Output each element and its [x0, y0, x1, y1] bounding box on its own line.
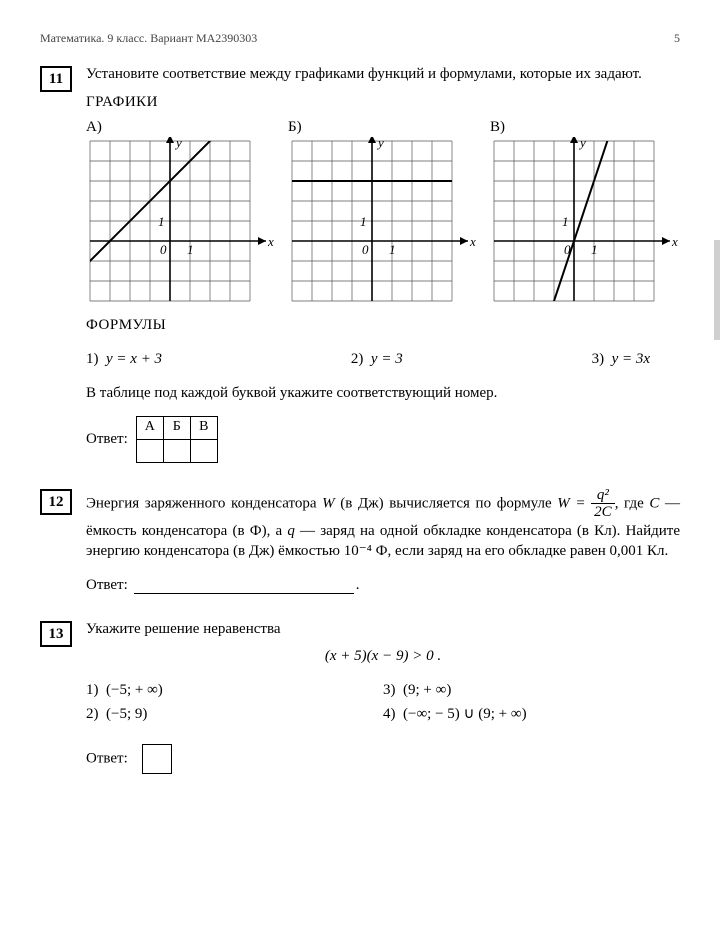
graph: А) 0 1 1 x y — [86, 117, 276, 307]
problem-text: Укажите решение неравенства — [86, 619, 680, 639]
problem-body: Укажите решение неравенства (x + 5)(x − … — [86, 619, 680, 774]
page-header: Математика. 9 класс. Вариант МА2390303 5 — [40, 30, 680, 46]
graphs-title: ГРАФИКИ — [86, 92, 680, 112]
svg-text:x: x — [469, 234, 476, 249]
svg-text:1: 1 — [158, 214, 165, 229]
options-col-right: 3) (9; + ∞) 4) (−∞; − 5) ∪ (9; + ∞) — [383, 676, 680, 729]
answer-cell[interactable] — [190, 439, 217, 462]
answer-row: Ответ: . — [86, 575, 680, 595]
svg-text:1: 1 — [562, 214, 569, 229]
svg-text:0: 0 — [564, 242, 571, 257]
graph-row: А) 0 1 1 x y Б) 0 1 1 x y В) 0 1 1 x y — [86, 117, 680, 307]
svg-text:1: 1 — [360, 214, 367, 229]
coordinate-grid: 0 1 1 x y — [86, 137, 276, 307]
answer-label: Ответ: — [86, 751, 128, 767]
fraction: q² 2C — [591, 487, 615, 521]
problem-number: 13 — [40, 621, 72, 647]
svg-text:y: y — [376, 137, 384, 150]
problem-12: 12 Энергия заряженного конденсатора W (в… — [40, 487, 680, 596]
problem-13: 13 Укажите решение неравенства (x + 5)(x… — [40, 619, 680, 774]
scrollbar-hint — [714, 240, 720, 340]
text: Энергия заряженного конденсатора — [86, 495, 322, 511]
problem-11: 11 Установите соответствие между графика… — [40, 64, 680, 463]
page-number: 5 — [674, 30, 680, 46]
formula-row: 1) y = x + 3 2) y = 3 3) y = 3x — [86, 349, 680, 369]
page: Математика. 9 класс. Вариант МА2390303 5… — [0, 0, 720, 936]
graph-letter: Б) — [288, 117, 302, 137]
graph: В) 0 1 1 x y — [490, 117, 680, 307]
option-3: 3) (9; + ∞) — [383, 680, 680, 700]
problem-number: 11 — [40, 66, 72, 92]
answer-header-b: Б — [163, 416, 190, 439]
answer-header-a: А — [136, 416, 163, 439]
formulas-title: ФОРМУЛЫ — [86, 315, 680, 335]
graph: Б) 0 1 1 x y — [288, 117, 478, 307]
graph-letter: В) — [490, 117, 505, 137]
answer-box[interactable] — [142, 744, 172, 774]
answer-label: Ответ: — [86, 575, 128, 595]
problem-number: 12 — [40, 489, 72, 515]
option-4: 4) (−∞; − 5) ∪ (9; + ∞) — [383, 704, 680, 724]
svg-text:0: 0 — [362, 242, 369, 257]
answer-cell[interactable] — [163, 439, 190, 462]
table-instruction: В таблице под каждой буквой укажите соот… — [86, 383, 680, 403]
svg-text:x: x — [671, 234, 678, 249]
answer-row: Ответ: А Б В — [86, 416, 680, 463]
period: . — [356, 575, 360, 595]
fraction-denominator: 2C — [591, 504, 615, 521]
header-left: Математика. 9 класс. Вариант МА2390303 — [40, 30, 257, 46]
text: (в Дж) вычисляется по формуле — [340, 495, 557, 511]
formula-3: 3) y = 3x — [592, 349, 650, 369]
coordinate-grid: 0 1 1 x y — [490, 137, 680, 307]
options-col-left: 1) (−5; + ∞) 2) (−5; 9) — [86, 676, 383, 729]
text: , где — [615, 495, 650, 511]
svg-text:1: 1 — [591, 242, 598, 257]
var-W: W — [322, 495, 335, 511]
inequality: (x + 5)(x − 9) > 0 . — [86, 646, 680, 666]
answer-label: Ответ: — [86, 429, 128, 449]
svg-text:y: y — [578, 137, 586, 150]
coordinate-grid: 0 1 1 x y — [288, 137, 478, 307]
var-C: C — [649, 495, 659, 511]
problem-body: Установите соответствие между графиками … — [86, 64, 680, 463]
var-q: q — [287, 523, 295, 539]
options: 1) (−5; + ∞) 2) (−5; 9) 3) (9; + ∞) 4) (… — [86, 676, 680, 729]
eq-lhs: W = — [557, 495, 585, 511]
graph-letter: А) — [86, 117, 102, 137]
option-2: 2) (−5; 9) — [86, 704, 383, 724]
problem-text: Установите соответствие между графиками … — [86, 64, 680, 84]
formula-1: 1) y = x + 3 — [86, 349, 162, 369]
answer-header-v: В — [190, 416, 217, 439]
answer-line[interactable] — [134, 577, 354, 594]
formula-2: 2) y = 3 — [351, 349, 403, 369]
problem-body: Энергия заряженного конденсатора W (в Дж… — [86, 487, 680, 596]
answer-row: Ответ: — [86, 744, 680, 774]
svg-text:1: 1 — [187, 242, 194, 257]
fraction-numerator: q² — [591, 487, 615, 505]
svg-text:0: 0 — [160, 242, 167, 257]
svg-text:1: 1 — [389, 242, 396, 257]
option-1: 1) (−5; + ∞) — [86, 680, 383, 700]
answer-cell[interactable] — [136, 439, 163, 462]
svg-text:x: x — [267, 234, 274, 249]
answer-table: А Б В — [136, 416, 218, 463]
svg-text:y: y — [174, 137, 182, 150]
